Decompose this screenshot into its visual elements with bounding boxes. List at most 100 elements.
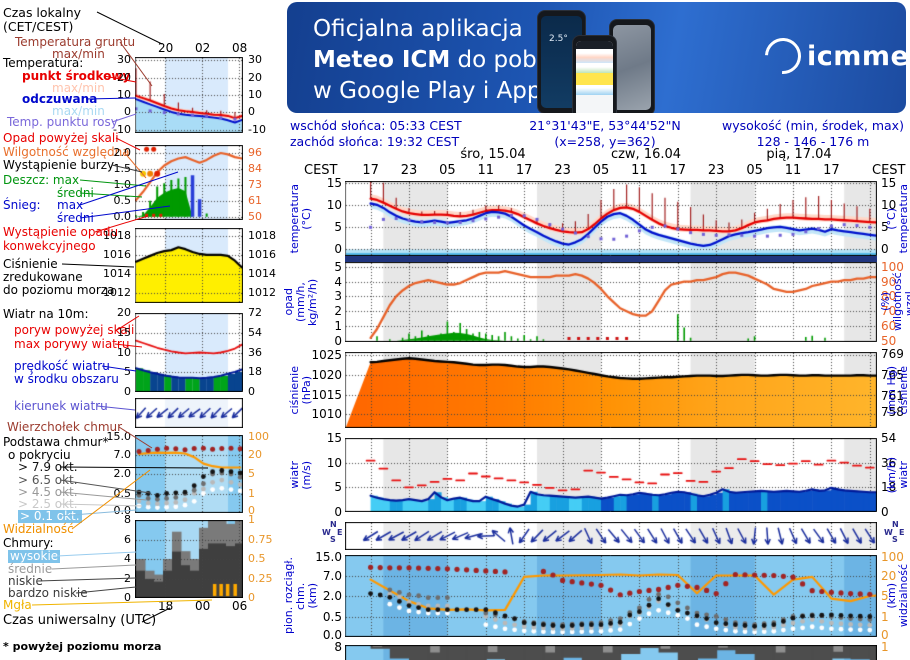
panel-cloud-layers-canvas — [345, 645, 877, 660]
mini-local-hour-label: 20 — [158, 41, 174, 55]
mini-axis-tick: 30 — [117, 53, 131, 67]
legend-label: max/min — [52, 104, 105, 118]
mini-axis-tick: 10 — [117, 345, 131, 359]
panel-cloud-extent-canvas — [345, 555, 877, 637]
panel-wind-canvas — [345, 438, 877, 512]
mini-axis-tick: 72 — [248, 306, 262, 319]
legend-label: > 0.1 okt. — [18, 509, 82, 523]
panel-wind-direction-canvas — [345, 522, 877, 550]
mini-axis-tick: 0 — [124, 385, 131, 398]
axis-tick-label: 1025 — [311, 348, 342, 363]
axis-tick-label: 100 — [881, 549, 904, 564]
legend-label: w środku obszaru — [14, 372, 119, 386]
altitude-label: wysokość (min, środek, max) — [722, 118, 904, 133]
legend-label: Deszcz: max — [3, 173, 80, 187]
legend-label: poryw powyżej skali — [14, 323, 135, 337]
legend-label: Wierzchołek chmur — [7, 420, 123, 434]
axis-tick-label: 15.0 — [315, 549, 342, 564]
mini-axis-tick: 0.5 — [113, 193, 132, 207]
legend-label: średnie — [8, 562, 53, 576]
axis-tick-label: 0 — [334, 505, 342, 519]
mini-axis-tick: 6 — [124, 532, 131, 546]
axis-unit-label-left: wiatr (m/s) — [288, 460, 313, 490]
axis-tick-label: 36 — [881, 455, 897, 470]
mini-axis-tick: 1016 — [248, 247, 276, 261]
axis-tick-label: 1 — [881, 609, 889, 624]
axis-tick-label: 2.0 — [322, 589, 342, 603]
legend-label: Ciśnienie — [3, 257, 58, 271]
hour-label: 23 — [554, 163, 571, 178]
legend-label: Widzialność — [3, 522, 74, 536]
mini-axis-tick: 0.5 — [113, 486, 132, 500]
mini-axis-tick: 0 — [248, 504, 255, 518]
mini-axis-tick: 100 — [248, 429, 269, 443]
mini-axis-tick: 36 — [248, 345, 262, 359]
axis-tick-label: 5 — [334, 480, 342, 495]
mini-axis-tick: 0.25 — [248, 571, 273, 585]
mini-axis-tick: 20 — [117, 70, 131, 84]
hour-label: 23 — [400, 163, 418, 178]
axis-tick-label: 0 — [334, 333, 342, 348]
mini-axis-tick: 50 — [248, 209, 262, 223]
mini-axis-tick: 1012 — [103, 286, 131, 300]
mini-axis-tick: 5 — [248, 467, 255, 480]
hour-label: 11 — [477, 163, 495, 178]
axis-tick-label: 18 — [881, 480, 897, 495]
axis-tick-label: 100 — [881, 259, 904, 274]
mini-axis-tick: 8 — [124, 513, 131, 526]
mini-axis-tick: 1018 — [103, 228, 131, 242]
mini-utc-hour-label: 18 — [158, 599, 174, 613]
legend-label: prędkość wiatru — [14, 359, 110, 373]
legend-label: Temperatura: — [3, 56, 84, 70]
legend-label: konwekcyjnego — [3, 239, 96, 253]
axis-tick-label: 758 — [881, 404, 904, 419]
sun-info: wschód słońca: 05:33 CEST zachód słońca:… — [290, 118, 462, 150]
mini-axis-tick: 1014 — [248, 267, 276, 281]
sunrise-text: wschód słońca: 05:33 CEST — [290, 118, 462, 133]
axis-tick-label: 2 — [334, 304, 342, 319]
legend-label: zredukowane — [3, 270, 83, 284]
axis-tick-label: 1 — [881, 639, 889, 654]
legend-label: odczuwana — [22, 92, 98, 106]
app-promo-banner[interactable]: Oficjalna aplikacja Meteo ICM do pobrani… — [287, 2, 906, 113]
axis-tick-label: 54 — [881, 431, 897, 445]
legend-label: max/min — [52, 81, 105, 95]
axis-tick-label: 15 — [881, 176, 897, 191]
legend-label: (CET/CEST) — [3, 19, 74, 34]
legend-label: średni — [57, 211, 94, 225]
legend-label: bardzo niskie — [8, 586, 88, 600]
legend-label: Śnieg: — [3, 198, 41, 212]
altitude-values: 128 - 146 - 176 m — [756, 134, 870, 149]
hour-label: 11 — [784, 163, 802, 178]
legend-label: Mgła — [3, 598, 32, 612]
day-label: pią, 17.04 — [766, 147, 832, 162]
altitude-info: wysokość (min, środek, max) 128 - 146 - … — [720, 118, 906, 150]
axis-tick-label: 769 — [881, 347, 904, 362]
axis-tick-label: 4 — [334, 274, 342, 289]
mini-axis-tick: 4 — [124, 552, 131, 565]
day-label: śro, 15.04 — [460, 147, 526, 162]
hour-label: 17 — [515, 163, 533, 178]
legend-label: kierunek wiatru — [14, 399, 108, 413]
hour-label: 05 — [592, 163, 610, 178]
mini-axis-tick: 54 — [248, 325, 262, 339]
legend-precipitation-chart — [135, 145, 243, 220]
legend-label: punkt środkowy — [22, 69, 131, 83]
mini-axis-tick: 2.0 — [113, 145, 132, 159]
axis-tick-label: 765 — [881, 368, 904, 383]
mini-axis-tick: -10 — [248, 122, 266, 136]
icmmeteo-logo: icmmeteo M° — [757, 30, 906, 82]
axis-unit-label-left: ciśnienie (hPa) — [288, 365, 313, 415]
mini-axis-tick: 5 — [124, 365, 131, 379]
mini-axis-tick: 20 — [248, 447, 262, 461]
icmmeteo-logo-swirl-icon — [757, 30, 809, 82]
mini-axis-tick: 96 — [248, 145, 262, 159]
mini-axis-tick: 2 — [124, 571, 131, 585]
legend-label: Czas lokalny — [3, 5, 82, 20]
legend-wind-direction-chart — [135, 398, 243, 428]
icmmeteo-logo-text: icmmeteo — [807, 40, 906, 72]
mini-axis-tick: 1.0 — [113, 177, 132, 191]
axis-unit-label-left: pion. rozciągł. chm. (km) — [282, 557, 319, 635]
